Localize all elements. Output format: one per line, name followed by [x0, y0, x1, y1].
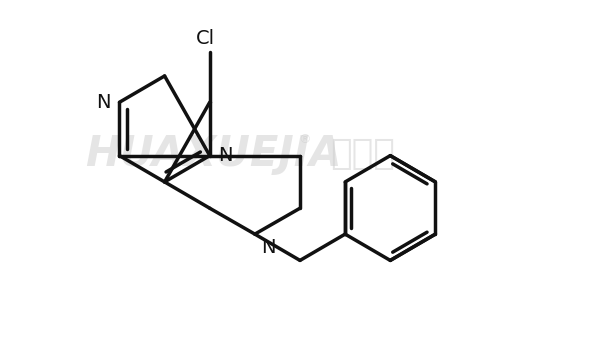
Text: ®: ®: [298, 133, 311, 146]
Text: 化学加: 化学加: [331, 137, 395, 172]
Text: N: N: [261, 238, 275, 257]
Text: N: N: [218, 146, 233, 165]
Text: N: N: [97, 93, 111, 112]
Text: HUAXUEJIA: HUAXUEJIA: [85, 134, 342, 176]
Text: Cl: Cl: [196, 30, 215, 48]
